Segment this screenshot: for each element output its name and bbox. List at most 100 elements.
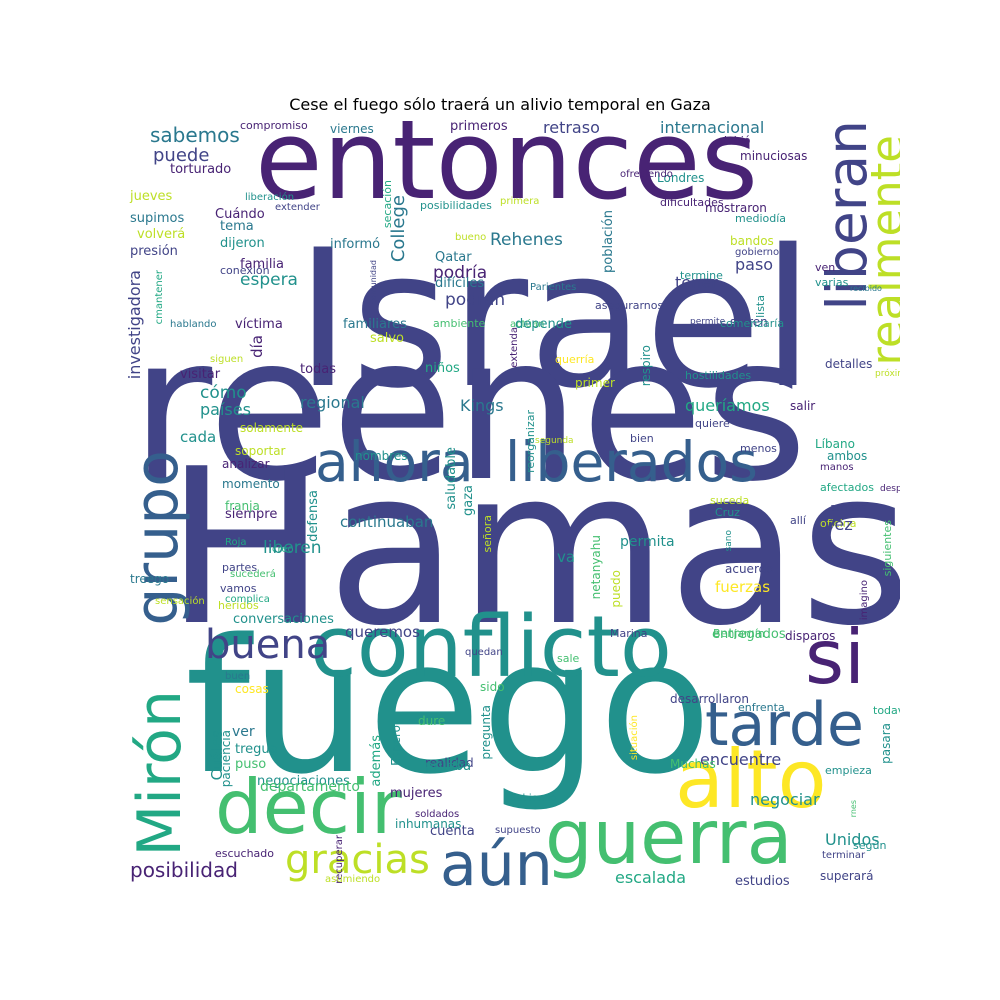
cloud-word: puso bbox=[235, 757, 267, 772]
cloud-word: bueno bbox=[455, 232, 487, 243]
cloud-word: reorganizar bbox=[524, 410, 537, 473]
cloud-word: ambiente bbox=[433, 317, 486, 330]
cloud-word: minuciosas bbox=[740, 149, 808, 163]
cloud-word: bien bbox=[630, 432, 654, 445]
cloud-word: extenda bbox=[509, 327, 520, 368]
cloud-word: Sabiendo bbox=[510, 793, 557, 804]
cloud-word: Mirón bbox=[125, 690, 195, 857]
cloud-word: tema bbox=[220, 219, 254, 234]
cloud-word: rnes bbox=[849, 800, 858, 818]
cloud-word: afectados bbox=[820, 481, 874, 494]
cloud-word: lista bbox=[754, 295, 767, 318]
cloud-word: reenes bbox=[130, 293, 808, 526]
cloud-word: permita bbox=[620, 534, 675, 550]
cloud-word: hablando bbox=[170, 319, 217, 330]
cloud-word: cmantener bbox=[154, 270, 165, 325]
cloud-word: negociar bbox=[750, 790, 820, 809]
cloud-word: internacional bbox=[660, 120, 765, 137]
cloud-word: asumiendo bbox=[325, 874, 381, 885]
cloud-word: quiere bbox=[695, 417, 730, 430]
cloud-word: queríamos bbox=[685, 396, 770, 415]
cloud-word: realmente bbox=[861, 135, 900, 366]
cloud-word: después bbox=[880, 484, 900, 494]
cloud-word: solamente bbox=[240, 421, 304, 435]
cloud-word: Kings bbox=[460, 396, 504, 415]
word-cloud: Israel reenes Hamas fuego entonces conflicto a… bbox=[125, 120, 900, 895]
cloud-word: según bbox=[853, 839, 887, 852]
cloud-word: además bbox=[369, 735, 384, 787]
cloud-word: desarrollaron bbox=[670, 692, 749, 706]
cloud-word: vamos bbox=[220, 582, 257, 595]
cloud-word: alto bbox=[675, 733, 827, 826]
cloud-word: sido bbox=[480, 680, 505, 694]
cloud-word: todas bbox=[300, 362, 337, 377]
cloud-word: ofreciendo bbox=[620, 169, 673, 180]
cloud-word: Parientes bbox=[530, 282, 577, 293]
cloud-word: salir bbox=[790, 399, 816, 413]
cloud-word: sufren bbox=[730, 315, 768, 329]
cloud-word: cuenta bbox=[430, 824, 475, 839]
cloud-word: departamento bbox=[260, 779, 360, 795]
cloud-word: escalada bbox=[615, 868, 686, 887]
cloud-word: partes bbox=[222, 561, 258, 574]
cloud-word: Israel bbox=[295, 209, 815, 430]
cloud-word: Qatar bbox=[435, 250, 472, 265]
cloud-word: Cuándo bbox=[215, 207, 265, 222]
cloud-word: realidad bbox=[425, 756, 474, 770]
cloud-word: varias bbox=[815, 276, 849, 289]
cloud-word: escuchado bbox=[215, 847, 274, 860]
cloud-word: detalles bbox=[825, 357, 873, 371]
cloud-word: conversaciones bbox=[233, 612, 334, 627]
cloud-word: analizar bbox=[222, 457, 270, 471]
cloud-word: regional bbox=[300, 393, 365, 412]
cloud-word: Espero bbox=[389, 725, 403, 766]
cloud-word: primeros bbox=[450, 120, 508, 134]
cloud-word: señora bbox=[481, 515, 494, 553]
cloud-word: momento bbox=[222, 477, 280, 491]
cloud-word: ambas bbox=[830, 501, 867, 514]
cloud-word: Marina bbox=[610, 627, 648, 640]
cloud-word: sucederá bbox=[230, 569, 276, 580]
cloud-word: acuerdo bbox=[725, 562, 774, 576]
cloud-word: saludable bbox=[444, 447, 459, 510]
cloud-word: recibido bbox=[850, 284, 882, 293]
cloud-word: mediodía bbox=[735, 212, 787, 225]
cloud-word: negociaciones bbox=[257, 774, 350, 789]
cloud-word: respiro bbox=[639, 345, 653, 387]
cloud-word: Muchas bbox=[670, 757, 716, 771]
cloud-word: tregua bbox=[235, 742, 278, 757]
cloud-word: asegurarnos bbox=[595, 299, 664, 312]
cloud-word: investigadora bbox=[125, 270, 144, 380]
cloud-word: conexión bbox=[220, 264, 270, 277]
cloud-word: soldados bbox=[415, 809, 460, 820]
cloud-word: segunda bbox=[535, 436, 574, 446]
cloud-word: jueves bbox=[130, 189, 173, 204]
cloud-word: gobierno bbox=[735, 247, 780, 258]
cloud-word: depende bbox=[515, 317, 572, 332]
cloud-word: informó bbox=[330, 237, 381, 252]
cloud-word: mujeres bbox=[390, 786, 443, 801]
cloud-word: supuesto bbox=[495, 825, 541, 836]
cloud-word: Hamas bbox=[165, 422, 900, 673]
cloud-word: siguientes bbox=[881, 520, 894, 577]
cloud-word: liberados bbox=[505, 430, 758, 494]
cloud-word: fuego bbox=[185, 599, 712, 815]
cloud-word: guerra bbox=[545, 793, 793, 881]
cloud-word: primera bbox=[500, 196, 540, 207]
cloud-word: cada bbox=[180, 428, 217, 446]
cloud-word: soportar bbox=[235, 444, 286, 458]
cloud-word: quedan bbox=[465, 647, 503, 658]
cloud-word: dificultades bbox=[660, 196, 724, 209]
cloud-word: superará bbox=[820, 869, 874, 883]
cloud-word: sabemos bbox=[150, 123, 240, 147]
cloud-word: hostilidades bbox=[685, 369, 752, 382]
cloud-word: próxima bbox=[875, 369, 900, 379]
cloud-word: creo bbox=[272, 544, 294, 555]
cloud-word: heridos bbox=[218, 599, 259, 612]
cloud-word: va bbox=[557, 548, 576, 566]
cloud-word: empieza bbox=[825, 764, 872, 777]
cloud-word: familiares bbox=[343, 317, 407, 332]
cloud-word: gracias bbox=[285, 837, 430, 883]
cloud-word: allí bbox=[790, 514, 806, 527]
cloud-word: cómo bbox=[200, 383, 247, 403]
